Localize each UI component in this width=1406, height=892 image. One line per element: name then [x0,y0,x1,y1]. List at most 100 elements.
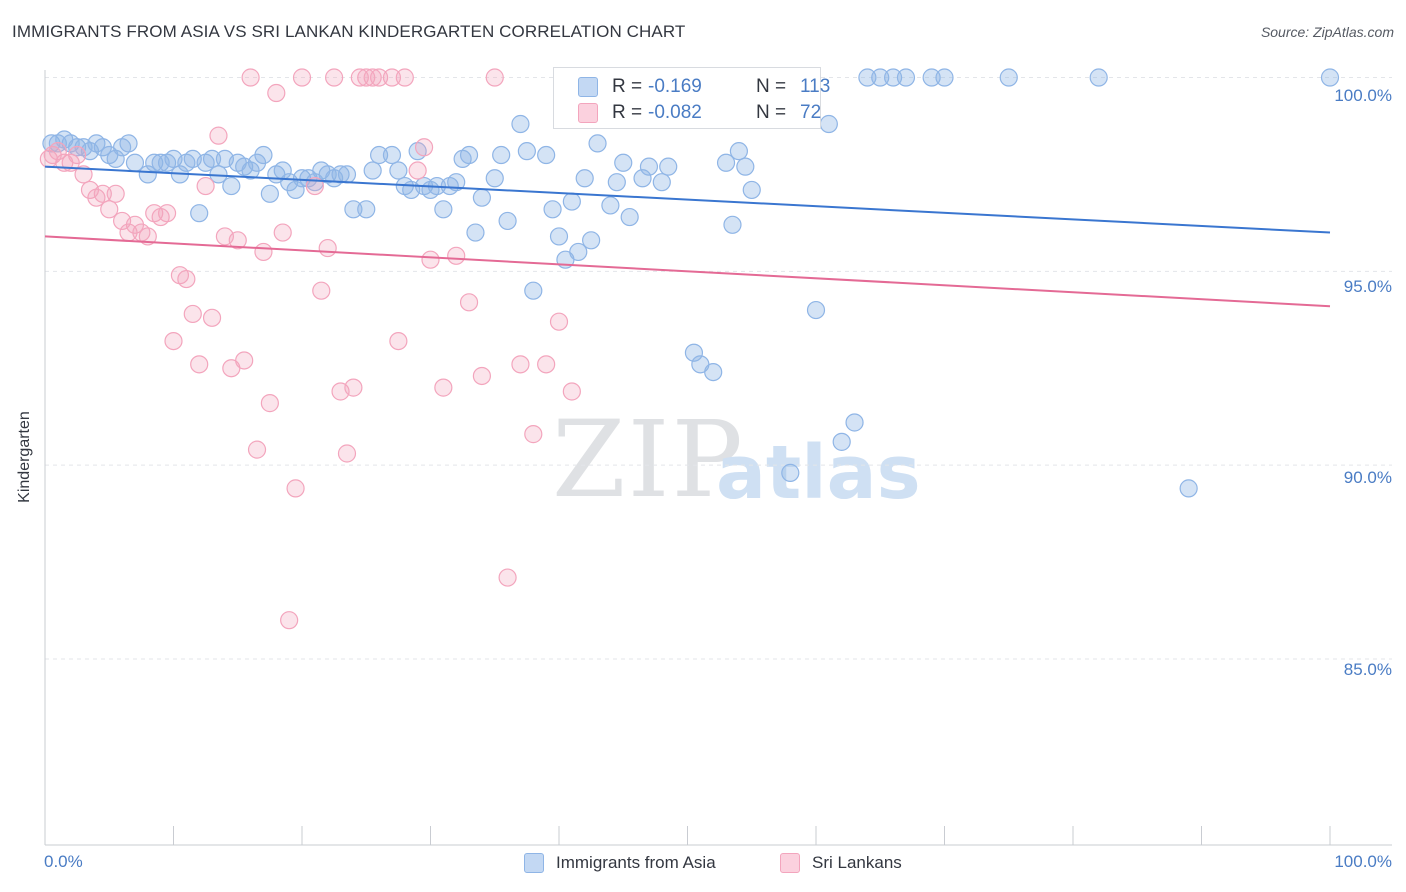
point-srilanka [183,304,202,324]
y-tick-label-85: 85.0% [1343,660,1392,679]
point-srilanka [485,68,504,87]
point-srilanka [68,145,87,165]
asia-r-value: -0.169 [648,76,702,97]
point-srilanka [267,83,286,103]
point-srilanka [305,176,324,196]
point-srilanka [196,176,215,196]
asia-n-label: N = [756,76,787,97]
srilanka-r-value: -0.082 [648,102,702,123]
point-asia [601,196,620,215]
point-asia [434,200,453,219]
x-tick-label-max: 100.0% [1334,852,1392,871]
point-srilanka [389,331,408,351]
point-asia [517,142,536,161]
point-srilanka [247,440,267,459]
point-srilanka [447,246,466,265]
srilanka-n-label: N = [756,102,787,123]
point-asia [382,145,402,165]
point-srilanka [472,366,491,386]
point-asia [485,169,504,188]
point-asia [524,281,543,300]
point-srilanka [363,68,382,87]
point-srilanka [138,227,157,246]
point-srilanka [280,611,299,630]
point-asia [614,153,633,172]
asia-swatch [578,77,598,97]
chart-title: IMMIGRANTS FROM ASIA VS SRI LANKAN KINDE… [12,22,686,41]
point-srilanka [157,204,177,223]
point-srilanka [202,308,222,327]
point-asia [106,149,125,169]
point-asia [492,145,511,165]
point-srilanka [537,355,556,374]
legend-srilanka-swatch [780,853,800,873]
asia-n-value: 113 [800,76,831,97]
point-asia [260,184,279,203]
y-tick-label-100: 100.0% [1334,86,1392,105]
point-asia [389,161,408,180]
point-srilanka [524,425,543,444]
point-asia [819,114,838,134]
point-asia [337,165,357,184]
point-asia [716,153,736,172]
y-tick-label-95: 95.0% [1343,277,1392,296]
source-label: Source: ZipAtlas.com [1260,24,1394,40]
point-srilanka [209,126,228,145]
point-asia [569,242,588,262]
point-srilanka [177,269,196,289]
trendline-srilanka [44,235,1331,308]
point-asia [659,157,678,176]
point-asia [704,362,723,382]
point-srilanka [382,68,402,87]
point-asia [736,157,755,176]
point-asia [562,192,581,211]
point-srilanka [434,378,453,397]
point-asia [620,207,639,227]
point-asia [607,173,626,192]
point-asia [858,68,877,87]
point-srilanka [241,68,260,87]
legend-srilanka-label: Sri Lankans [812,853,902,872]
point-srilanka [350,68,369,87]
point-asia [344,200,363,219]
point-srilanka [273,223,292,242]
legend-asia-label: Immigrants from Asia [556,853,716,872]
point-asia [935,68,954,87]
point-srilanka [190,355,209,374]
point-asia [138,165,157,184]
point-asia [331,165,350,184]
point-asia [119,134,138,153]
point-srilanka [93,184,112,203]
point-asia [286,180,305,200]
point-srilanka [292,68,312,87]
point-asia [684,343,704,362]
point-asia [575,169,594,188]
point-asia [883,68,903,87]
point-asia [633,169,652,188]
point-srilanka [344,378,363,397]
point-srilanka [414,138,434,157]
point-srilanka [408,161,427,180]
point-asia [549,227,569,246]
point-asia [588,134,607,153]
point-asia [357,200,376,219]
point-asia [845,413,864,432]
point-asia [781,463,800,482]
point-asia [723,215,742,234]
point-srilanka [228,231,247,250]
point-srilanka [549,312,569,331]
point-asia [806,300,826,320]
point-srilanka [459,293,479,312]
point-srilanka [370,68,389,87]
point-srilanka [312,281,331,300]
point-asia [466,223,485,242]
trendline-asia [44,165,1331,234]
point-asia [742,180,761,200]
point-srilanka [498,568,517,587]
point-asia [652,173,671,192]
asia-r-label: R = [612,76,643,97]
y-tick-label-90: 90.0% [1343,468,1392,487]
point-asia [1089,68,1108,87]
point-asia [202,149,222,169]
